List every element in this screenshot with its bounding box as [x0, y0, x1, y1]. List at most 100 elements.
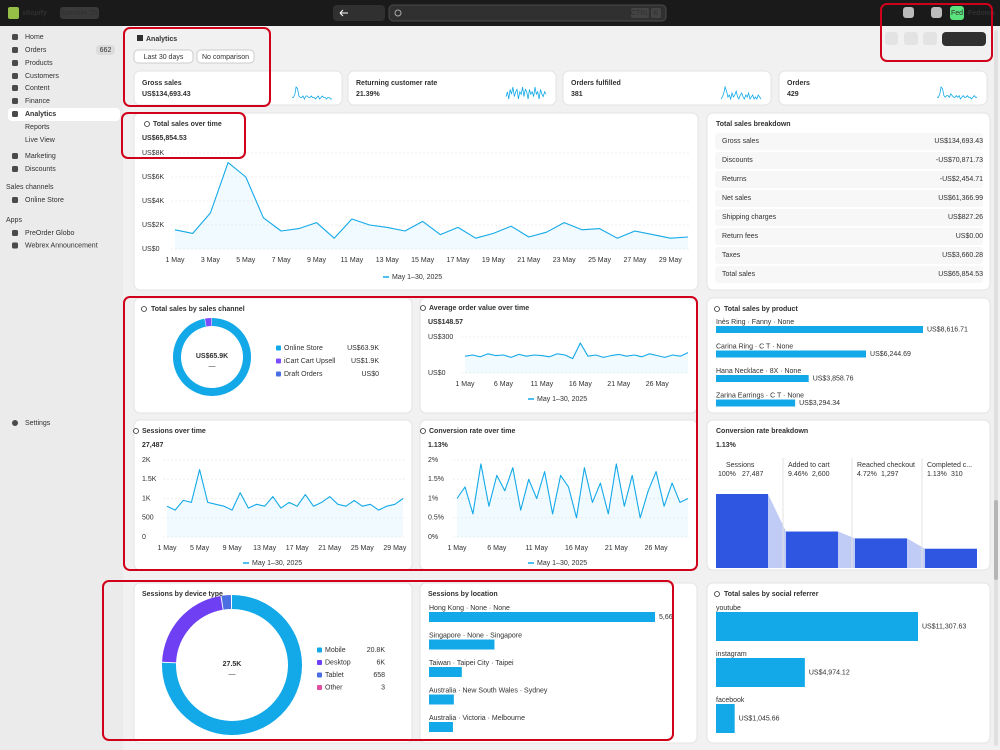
card — [347, 70, 557, 106]
icon-button[interactable] — [923, 32, 937, 45]
bar — [429, 667, 462, 677]
avatar[interactable] — [950, 6, 964, 20]
x-tick-label: 6 May — [494, 381, 514, 388]
row-label: Net sales — [722, 195, 752, 202]
legend-label: Desktop — [325, 659, 351, 666]
info-icon — [420, 305, 426, 311]
nav-item: Analytics — [25, 111, 56, 118]
legend-swatch — [317, 672, 322, 678]
card-title: Total sales breakdown — [716, 121, 791, 128]
key-label: CTRL — [631, 10, 649, 17]
annotation — [123, 27, 271, 107]
row-label: Discounts — [722, 157, 753, 164]
badge-text: Summer '25 — [60, 10, 98, 17]
filter-button[interactable] — [196, 49, 255, 64]
row-bg — [715, 171, 983, 188]
nav-item: Marketing — [25, 153, 56, 160]
stage-label: Completed c... — [927, 462, 972, 469]
x-tick-label: 5 May — [236, 257, 256, 264]
chart-title: Total sales by social referrer — [724, 591, 819, 598]
bar-value: US$3,858.76 — [813, 375, 854, 382]
x-tick-label: 7 May — [272, 257, 292, 264]
row-label: Return fees — [722, 233, 759, 240]
bar-label: Inès Ring · Fanny · None — [716, 319, 794, 326]
y-tick-label: US$6K — [142, 174, 165, 181]
y-tick-label: US$8K — [142, 150, 165, 157]
row-bg — [715, 152, 983, 169]
content: shopify Summer '25 Orders Search CTRL K Fed Fed… — [6, 9, 995, 744]
x-tick-label: 21 May — [605, 545, 628, 552]
sparkline — [505, 86, 547, 100]
filter-button[interactable] — [133, 49, 194, 64]
y-tick-label: US$300 — [428, 334, 453, 341]
scrollbar-thumb[interactable] — [994, 500, 998, 580]
donut-segment — [204, 318, 212, 327]
x-tick-label: 1 May — [157, 545, 177, 552]
legend-label: May 1–30, 2025 — [537, 396, 587, 403]
nav-item: Discounts — [25, 166, 56, 173]
nav-item: Settings — [25, 420, 51, 427]
x-tick-label: 26 May — [646, 381, 669, 388]
bar — [716, 326, 923, 333]
filter-label: Last 30 days — [144, 54, 184, 61]
back-arrow — [339, 9, 348, 17]
chart-title: Sessions over time — [142, 428, 206, 435]
stage-count: 27,487 — [742, 471, 764, 478]
legend-label: May 1–30, 2025 — [252, 560, 302, 567]
y-tick-label: US$4K — [142, 198, 165, 205]
nav-icon — [12, 230, 18, 236]
row-value: US$134,693.43 — [934, 138, 983, 145]
legend-value: US$1.9K — [351, 358, 379, 365]
stage-percent: 9.46% — [788, 471, 808, 478]
y-tick-label: 0.5% — [428, 515, 444, 522]
legend-value: US$0 — [361, 371, 379, 378]
nav-item: Customers — [25, 73, 59, 80]
sparkline — [720, 85, 762, 101]
x-tick-label: 25 May — [588, 257, 611, 264]
y-tick-label: 2K — [142, 457, 151, 464]
icon[interactable] — [903, 7, 914, 18]
y-tick-label: US$0 — [428, 370, 446, 377]
y-tick-label: 0% — [428, 534, 438, 541]
icon-button[interactable] — [904, 32, 918, 45]
x-tick-label: 16 May — [569, 381, 592, 388]
legend-label: May 1–30, 2025 — [537, 560, 587, 567]
nav-icon — [12, 111, 18, 117]
bar — [716, 399, 796, 407]
nav-icon — [12, 73, 18, 79]
nav-icon — [12, 34, 18, 40]
y-tick-label: 1.5% — [428, 476, 444, 483]
y-tick-label: US$0 — [142, 246, 160, 253]
row-bg — [715, 209, 983, 226]
legend-value: US$63.9K — [347, 345, 379, 352]
section-title: Sales channels — [6, 184, 54, 191]
y-tick-label: US$2K — [142, 222, 165, 229]
x-tick-label: 21 May — [607, 381, 630, 388]
x-tick-label: 29 May — [659, 257, 682, 264]
customize-button[interactable] — [942, 32, 986, 46]
donut-center: US$65.9K — [196, 353, 228, 360]
row-value: US$0.00 — [956, 233, 983, 240]
legend-value: 20.8K — [367, 647, 386, 654]
nav-icon — [12, 85, 18, 91]
bar-label: facebook — [716, 697, 745, 704]
brand: shopify — [22, 10, 48, 17]
search-box[interactable] — [388, 4, 667, 22]
legend-swatch — [276, 345, 281, 351]
count-badge — [96, 45, 115, 55]
legend-swatch — [317, 647, 322, 653]
icon[interactable] — [931, 7, 942, 18]
back-button[interactable] — [333, 5, 385, 21]
sparkline — [937, 86, 977, 100]
customize-label: Customize — [946, 36, 982, 43]
icon-button[interactable] — [885, 32, 898, 45]
stage-label: Sessions — [726, 462, 755, 469]
card — [562, 70, 772, 106]
bar-value: US$6,244.69 — [870, 351, 911, 358]
row-bg — [715, 228, 983, 245]
bar — [716, 658, 805, 687]
nav-icon — [12, 47, 18, 53]
bar — [716, 704, 735, 733]
avatar-text: Fed — [951, 10, 963, 17]
x-tick-label: 13 May — [253, 545, 276, 552]
